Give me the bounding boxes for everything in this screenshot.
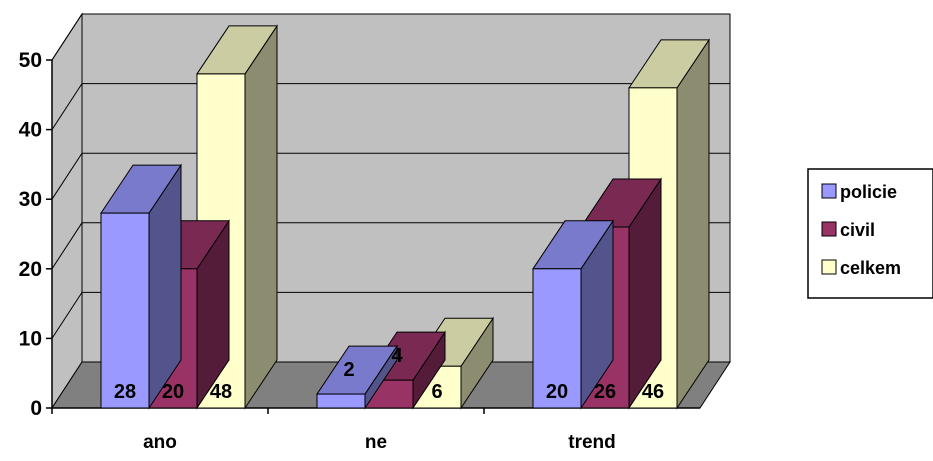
gridlines	[51, 13, 730, 339]
y-tick-label: 30	[19, 188, 42, 211]
bar-side	[676, 38, 710, 410]
data-label: 28	[114, 381, 136, 403]
y-tick-label: 40	[19, 119, 42, 142]
data-label: 6	[431, 381, 442, 403]
bar-policie-ne	[316, 344, 398, 410]
y-tick-label: 50	[19, 49, 42, 72]
category-label: ne	[365, 432, 387, 453]
gridline	[51, 13, 730, 61]
gridline	[51, 152, 730, 200]
data-label: 4	[391, 345, 403, 367]
gridline	[51, 291, 730, 339]
data-label: 26	[594, 381, 616, 403]
data-label: 2	[343, 359, 354, 381]
legend-swatch	[821, 183, 837, 199]
y-tick-label: 20	[19, 258, 42, 281]
data-label: 20	[546, 381, 568, 403]
data-label: 48	[210, 381, 232, 403]
bar-front	[316, 393, 366, 409]
data-label: 20	[162, 381, 184, 403]
category-label: trend	[568, 432, 616, 453]
legend-label: policie	[840, 182, 897, 202]
data-label: 46	[642, 381, 664, 403]
category-label: ano	[143, 432, 177, 453]
legend-label: civil	[840, 220, 875, 240]
bar-policie-trend	[532, 219, 614, 410]
legend-swatch	[821, 259, 837, 275]
bar-side	[244, 24, 278, 410]
y-tick-label: 0	[30, 397, 42, 420]
bars	[100, 24, 710, 410]
bar-policie-ano	[100, 163, 182, 410]
legend-swatch	[821, 221, 837, 237]
bar-front	[100, 212, 150, 409]
legend: policie civil celkem	[807, 168, 933, 299]
bar-front	[532, 268, 582, 409]
gridline	[51, 83, 730, 130]
bar-celkem-ano	[196, 24, 278, 410]
y-tick-label: 10	[19, 327, 42, 350]
gridline	[51, 222, 730, 270]
legend-label: celkem	[840, 258, 901, 278]
side-wall	[51, 12, 83, 410]
